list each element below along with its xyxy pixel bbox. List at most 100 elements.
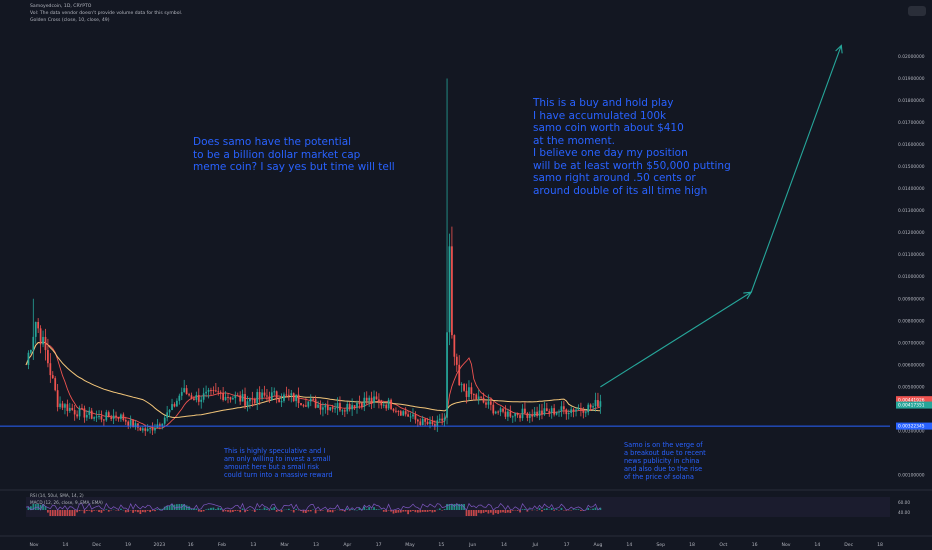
candle-body [351, 405, 354, 410]
macd-histogram-bar [397, 510, 400, 513]
candle-body [236, 395, 239, 397]
candle-body [594, 400, 597, 407]
x-tick-label: 19 [125, 542, 131, 548]
menu-button[interactable] [908, 6, 926, 16]
candle-body [545, 408, 548, 412]
macd-histogram-bar [34, 504, 37, 510]
candle-body [183, 388, 186, 393]
candle-body [305, 405, 307, 407]
ma-fast-line [25, 341, 601, 429]
macd-histogram-bar [195, 508, 198, 510]
macd-histogram-bar [489, 510, 492, 513]
candle-body [71, 407, 74, 410]
macd-histogram-bar [173, 504, 176, 510]
price-axis[interactable]: 0.02000000 0.01900000 0.01800000 0.01700000… [898, 54, 925, 479]
candle-body [438, 418, 441, 421]
ma-slow-line [25, 341, 601, 419]
macd-legend: MACD (12, 26, close, 9, EMA, EMA) [30, 500, 103, 505]
x-tick-label: 14 [501, 542, 507, 548]
price-tag-ma [896, 401, 932, 409]
candle-body [151, 427, 154, 431]
macd-histogram-bar [141, 510, 144, 513]
candle-body [78, 407, 81, 417]
moving-averages [25, 341, 601, 429]
candle-body [419, 421, 422, 426]
macd-histogram-bar [295, 508, 298, 510]
candle-body [207, 389, 210, 392]
macd-histogram-bar [151, 510, 154, 511]
macd-histogram-bar [207, 508, 210, 510]
y-tick-label: 0.01700000 [898, 120, 925, 126]
candle-body [319, 404, 322, 410]
macd-histogram-bar [239, 510, 242, 513]
candle-body [533, 411, 536, 417]
macd-histogram-bar [392, 510, 395, 514]
candle-body [163, 417, 166, 424]
candle-body [176, 400, 178, 407]
candle-body [448, 246, 451, 333]
candle-body [416, 419, 419, 422]
macd-histogram-bar [236, 510, 239, 511]
macd-histogram-bar [241, 508, 244, 510]
y-tick-label: 0.01800000 [898, 98, 925, 104]
macd-histogram-bar [351, 509, 354, 510]
macd-histogram-bar [424, 510, 427, 512]
macd-histogram-bar [511, 510, 514, 511]
macd-histogram-bar [68, 510, 71, 516]
x-tick-label: 14 [62, 542, 68, 548]
candle-body [431, 421, 434, 425]
y-tick-label: 0.01400000 [898, 186, 925, 192]
macd-histogram-bar [504, 510, 507, 514]
candle-body [47, 350, 49, 364]
candle-body [68, 407, 71, 412]
x-tick-label: Nov [782, 542, 791, 548]
candle-body [570, 409, 573, 414]
macd-histogram-bar [480, 510, 482, 514]
candle-body [161, 423, 164, 426]
x-tick-label: 14 [814, 542, 820, 548]
y-tick-label: 0.01300000 [898, 208, 925, 214]
candle-body [392, 409, 395, 411]
macd-histogram-bar [56, 510, 59, 516]
candle-body [256, 392, 259, 404]
macd-histogram-bar [168, 505, 171, 510]
y-tick-label: 0.00700000 [898, 340, 925, 346]
time-axis[interactable]: Nov 14 Dec 19 2023 16 Feb 13 Mar 13 Apr 17 May 15 Jun 1… [0, 535, 932, 548]
projection-arrowhead-mid [743, 291, 753, 300]
macd-histogram-bar [231, 510, 234, 512]
candle-body [29, 349, 32, 353]
candle-body [507, 411, 509, 417]
candle-body [73, 409, 76, 415]
candle-body [59, 403, 61, 408]
macd-histogram-bar [227, 510, 229, 512]
candle-body [302, 405, 305, 407]
candle-body [577, 408, 580, 410]
candle-body [268, 396, 271, 401]
x-tick-label: 16 [752, 542, 758, 548]
macd-histogram-bar [163, 506, 166, 510]
macd-histogram-bar [73, 510, 76, 516]
candle-body [334, 408, 336, 410]
candle-body [244, 394, 246, 406]
candle-body [122, 414, 125, 421]
projection-arrowhead-end [835, 44, 843, 54]
macd-histogram-bar [120, 508, 122, 510]
candle-body [173, 404, 176, 407]
candle-body [300, 403, 302, 406]
macd-histogram-bar [246, 510, 249, 512]
candle-body [582, 409, 585, 413]
macd-histogram-bar [190, 508, 193, 510]
candle-body [180, 392, 183, 396]
candle-body [404, 411, 407, 415]
macd-histogram-bar [166, 505, 169, 510]
candle-body [241, 394, 244, 402]
macd-histogram-bar [577, 509, 580, 510]
macd-histogram-bar [502, 510, 504, 513]
macd-histogram-bar [39, 504, 42, 510]
candle-body [309, 398, 312, 402]
candle-body [480, 396, 482, 398]
macd-histogram-bar [222, 510, 225, 512]
macd-histogram-bar [487, 510, 490, 514]
y-tick-label: 0.01600000 [898, 142, 925, 148]
